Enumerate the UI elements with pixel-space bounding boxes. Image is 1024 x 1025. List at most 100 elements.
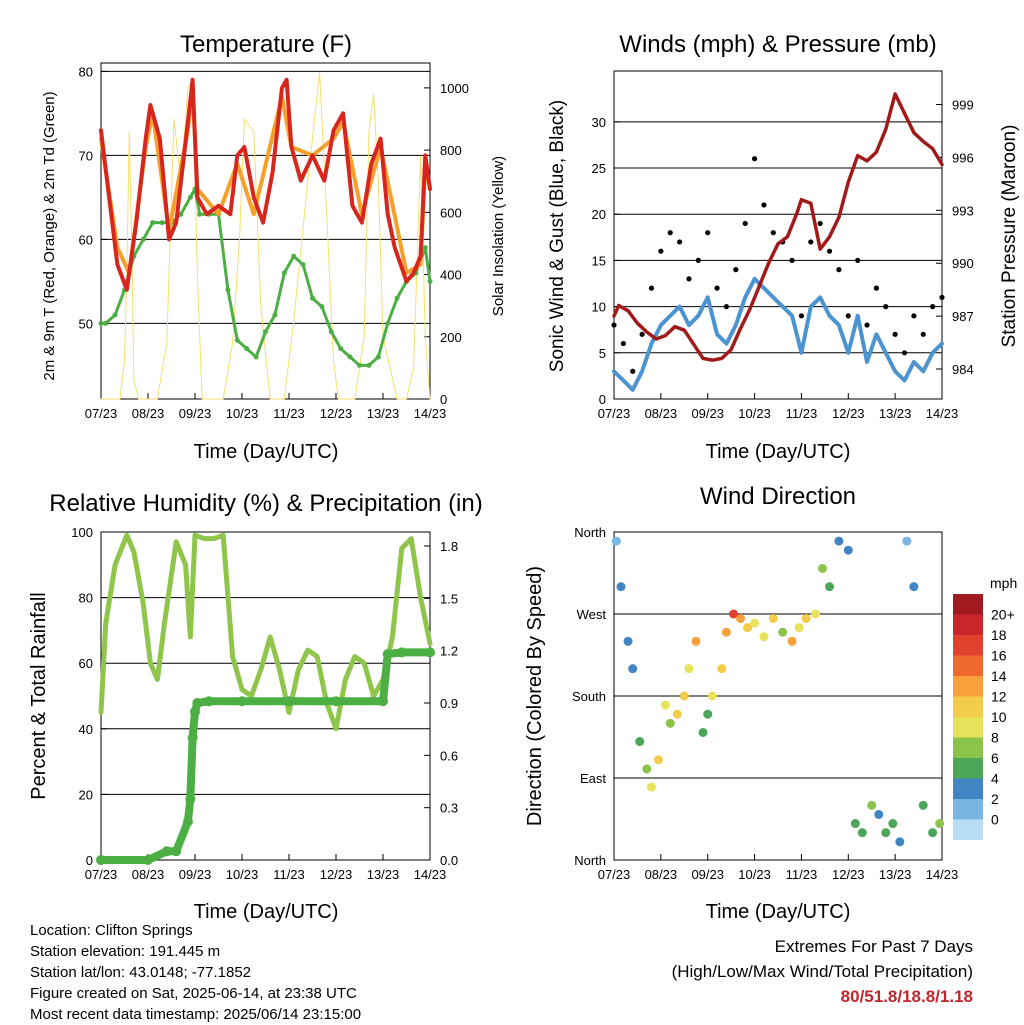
gust-point: [611, 322, 617, 328]
dewpoint-point: [178, 211, 184, 217]
dewpoint-point: [140, 236, 146, 242]
legend-label: 10: [991, 709, 1007, 725]
rainfall-point: [185, 793, 196, 804]
direction-point: [611, 536, 621, 546]
direction-xlabel: Time (Day/UTC): [706, 901, 851, 923]
temp-2m-line: [99, 77, 432, 292]
dewpoint-point: [253, 354, 259, 360]
gust-point: [836, 267, 842, 273]
gust-point: [930, 304, 936, 310]
gust-point: [892, 331, 898, 337]
direction-point: [810, 609, 820, 619]
direction-point: [857, 828, 867, 838]
rh-ytick-label: 20: [79, 787, 93, 802]
temp-y2tick-label: 0: [440, 392, 447, 407]
humidity-ylabel-left: Percent & Total Rainfall: [28, 592, 50, 800]
gust-point: [658, 248, 664, 254]
rainfall-point: [182, 816, 193, 827]
wind-xtick-label: 08/23: [645, 406, 678, 421]
gust-point: [630, 368, 636, 374]
legend-label: 8: [991, 730, 999, 746]
extremes-title: Extremes For Past 7 Days: [774, 937, 973, 956]
direction-point: [743, 623, 753, 633]
temp-xtick-label: 07/23: [85, 406, 118, 421]
wind-xtick-label: 14/23: [926, 406, 959, 421]
dewpoint-point: [300, 262, 306, 268]
temp-y2tick-label: 400: [440, 268, 462, 283]
legend-label: 20+: [991, 607, 1015, 623]
wind-ytick-label: 5: [599, 346, 606, 361]
gust-point: [761, 202, 767, 208]
wind-xtick-label: 09/23: [691, 406, 724, 421]
direction-point: [867, 800, 877, 810]
dewpoint-point: [187, 194, 193, 200]
wind-ytick-label: 30: [592, 115, 606, 130]
gust-point: [901, 350, 908, 356]
rainfall-point: [425, 647, 435, 658]
rainfall-point: [190, 706, 200, 717]
direction-point: [902, 536, 912, 546]
gust-point: [733, 267, 739, 273]
extremes-subtitle: (High/Low/Max Wind/Total Precipitation): [671, 962, 973, 981]
temperature-title: Temperature (F): [180, 31, 352, 58]
station-location: Location: Clifton Springs: [30, 922, 193, 939]
rainfall-point: [161, 846, 172, 857]
gust-point: [826, 248, 833, 254]
direction-point: [736, 614, 746, 624]
temp-xtick-label: 11/23: [273, 406, 305, 421]
direction-point: [768, 614, 778, 624]
legend-label: 18: [991, 627, 1007, 643]
winds-xlabel: Time (Day/UTC): [706, 441, 851, 463]
gust-point: [742, 220, 748, 227]
direction-point: [909, 582, 919, 592]
temp-ytick-label: 70: [79, 148, 93, 163]
rh-ytick-label: 80: [79, 591, 93, 606]
legend-label: 16: [991, 648, 1007, 664]
dir-xtick-label: 14/23: [926, 867, 959, 882]
rainfall-point: [396, 647, 407, 658]
temp-xtick-label: 08/23: [132, 406, 165, 421]
temp-xtick-label: 12/23: [320, 406, 353, 421]
wind-xtick-label: 11/23: [786, 406, 818, 421]
direction-point: [778, 627, 788, 637]
direction-point: [703, 709, 713, 719]
rh-y2tick-label: 0.6: [440, 748, 458, 763]
dir-ytick-label: North: [574, 525, 606, 540]
station-elevation: Station elevation: 191.445 m: [30, 943, 221, 960]
winds-ylabel-left: Sonic Wind & Gust (Blue, Black): [547, 100, 568, 372]
temp-y2tick-label: 800: [440, 143, 462, 158]
gust-point: [920, 331, 926, 337]
direction-point: [698, 727, 708, 737]
direction-point: [654, 755, 664, 765]
wind-plot-frame: [613, 70, 943, 400]
dir-xtick-label: 07/23: [598, 867, 631, 882]
dewpoint-point: [310, 295, 315, 301]
direction-point: [935, 819, 945, 829]
direction-point: [928, 828, 938, 838]
gust-point: [714, 285, 720, 291]
direction-point: [818, 563, 828, 573]
direction-point: [888, 819, 898, 829]
dir-ytick-label: North: [574, 853, 606, 868]
sonic-wind-line: [612, 276, 944, 392]
rh-y2tick-label: 1.2: [440, 644, 458, 659]
gust-point: [845, 313, 851, 319]
legend-swatch: [953, 614, 983, 635]
direction-point: [665, 718, 675, 728]
wind-xtick-label: 12/23: [832, 406, 865, 421]
rainfall-point: [284, 696, 294, 707]
rh-xtick-label: 10/23: [226, 867, 259, 882]
rh-ytick-label: 0: [86, 853, 93, 868]
gust-point: [911, 313, 917, 319]
temp-ytick-label: 50: [79, 316, 93, 331]
gust-point: [883, 304, 889, 310]
gust-point: [723, 304, 730, 310]
rainfall-point: [192, 697, 203, 708]
wind-y2tick-label: 987: [952, 309, 974, 324]
station-pressure-line: [612, 92, 944, 362]
temp-xtick-label: 13/23: [367, 406, 400, 421]
temp-ytick-label: 80: [79, 64, 93, 79]
dewpoint-point: [281, 270, 287, 276]
dewpoint-point: [427, 278, 433, 284]
